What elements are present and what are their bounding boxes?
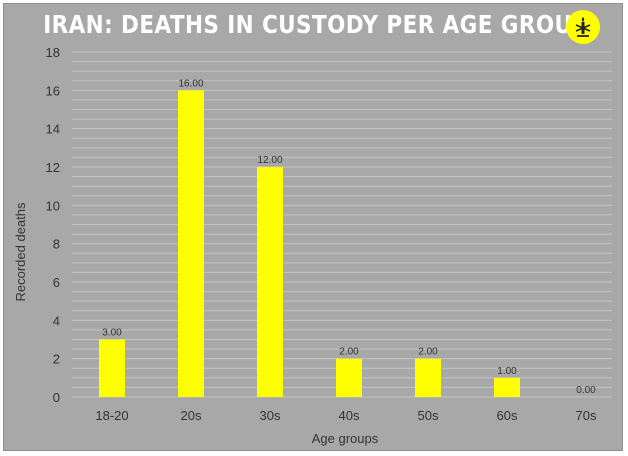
y-tick-label: 14 bbox=[46, 122, 60, 137]
data-label: 0.00 bbox=[576, 385, 596, 396]
y-tick-label: 8 bbox=[53, 237, 60, 252]
y-tick-label: 2 bbox=[53, 352, 60, 367]
x-tick-label: 20s bbox=[181, 408, 202, 423]
gridlines bbox=[72, 51, 612, 398]
y-tick-label: 18 bbox=[46, 45, 60, 60]
x-tick-label: 40s bbox=[339, 408, 360, 423]
bars: 3.00 16.00 12.00 2.00 2.00 1.00 0.00 bbox=[99, 78, 596, 397]
bar-20s bbox=[178, 90, 204, 397]
x-tick-label: 30s bbox=[260, 408, 281, 423]
y-axis-ticks: 0 2 4 6 8 10 12 14 16 18 bbox=[46, 45, 60, 405]
amnesty-candle-logo-icon bbox=[566, 10, 600, 44]
bar-30s bbox=[257, 167, 283, 397]
y-tick-label: 12 bbox=[46, 160, 60, 175]
data-label: 3.00 bbox=[102, 328, 122, 339]
chart-title: IRAN: DEATHS IN CUSTODY PER AGE GROUP bbox=[43, 10, 589, 39]
data-label: 2.00 bbox=[418, 347, 438, 358]
y-tick-label: 4 bbox=[53, 313, 60, 328]
data-label: 2.00 bbox=[339, 347, 359, 358]
y-axis-label: Recorded deaths bbox=[13, 202, 28, 302]
data-label: 16.00 bbox=[178, 78, 203, 89]
data-label: 1.00 bbox=[497, 366, 517, 377]
y-tick-label: 16 bbox=[46, 83, 60, 98]
y-tick-label: 6 bbox=[53, 275, 60, 290]
bar-40s bbox=[336, 358, 362, 397]
x-tick-label: 60s bbox=[497, 408, 518, 423]
x-tick-label: 18-20 bbox=[95, 408, 128, 423]
bar-60s bbox=[494, 377, 520, 397]
x-tick-label: 70s bbox=[576, 408, 597, 423]
y-tick-label: 0 bbox=[53, 390, 60, 405]
x-axis-label: Age groups bbox=[312, 431, 379, 446]
y-tick-label: 10 bbox=[46, 198, 60, 213]
bar-18-20 bbox=[99, 339, 125, 397]
data-label: 12.00 bbox=[257, 155, 282, 166]
x-axis-ticks: 18-20 20s 30s 40s 50s 60s 70s bbox=[95, 408, 597, 423]
bar-50s bbox=[415, 358, 441, 397]
x-tick-label: 50s bbox=[418, 408, 439, 423]
